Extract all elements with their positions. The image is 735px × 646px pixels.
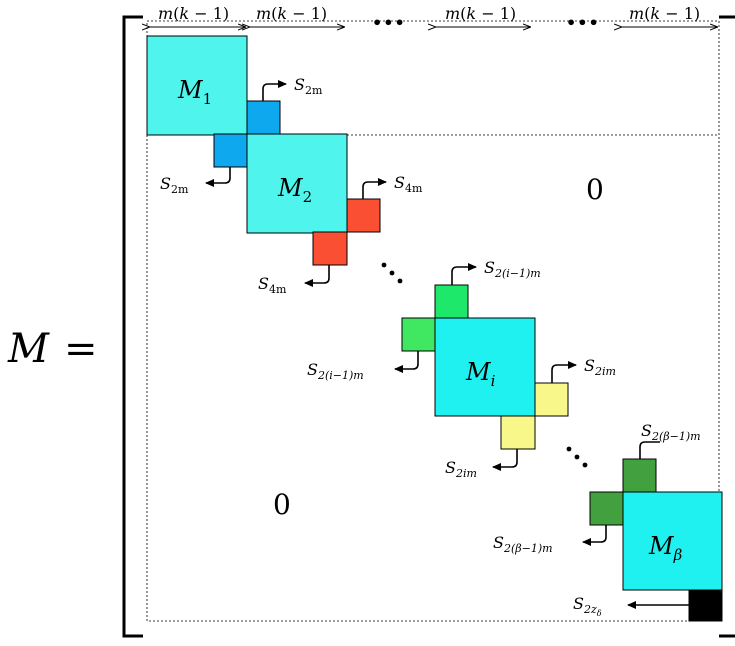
label-s2b1-top: S2(β−1)m (641, 421, 701, 443)
diagonal-ellipsis (566, 446, 588, 468)
block-mi (434, 317, 536, 417)
column-ellipsis: ••• (372, 13, 406, 32)
matrix-name: M (7, 326, 50, 372)
column-width-label: m(k − 1) (445, 4, 516, 23)
label-s2m-bottom: S2m (160, 174, 189, 196)
block-m1 (146, 35, 248, 136)
block-mi-label: Mi (465, 358, 496, 390)
separator-s4m-right (346, 198, 381, 233)
label-s2i1-bottom: S2(i−1)m (307, 360, 364, 382)
separator-s2m-below (213, 133, 248, 168)
block-mbeta-label: Mβ (648, 532, 683, 564)
separator-arrows (205, 80, 689, 609)
block-m2-label: M2 (277, 174, 312, 206)
label-s2i1-top: S2(i−1)m (484, 258, 541, 280)
zero-lower: 0 (273, 488, 291, 521)
label-s2b1-bottom: S2(β−1)m (493, 533, 553, 555)
column-width-label: m(k − 1) (629, 4, 700, 23)
column-width-label: m(k − 1) (256, 4, 327, 23)
label-s4m-bottom: S4m (258, 274, 287, 296)
column-ellipsis: ••• (566, 13, 600, 32)
label-s2im-top: S2im (584, 356, 616, 378)
block-m1-label: M1 (177, 76, 212, 108)
separator-s2im-below (500, 415, 536, 450)
label-s2im-bottom: S2im (445, 458, 477, 480)
separator-s2im-right (534, 382, 569, 417)
diagonal-ellipsis (381, 262, 403, 284)
block-m2 (246, 133, 348, 234)
separator-s2z (688, 589, 723, 622)
matrix-border (146, 20, 720, 622)
separator-s2b1-above (622, 458, 657, 493)
label-s2m-top: S2m (294, 75, 323, 97)
block-mbeta (622, 491, 723, 591)
separator-s2b1-left (589, 491, 624, 526)
zero-upper: 0 (586, 173, 604, 206)
column-width-label: m(k − 1) (158, 4, 229, 23)
equals-sign: = (64, 326, 98, 372)
separator-s4m-below (312, 231, 348, 266)
left-bracket (122, 15, 143, 638)
separator-s2i1-left (401, 317, 436, 352)
separator-s2m-right (246, 100, 281, 135)
right-bracket (719, 15, 735, 638)
label-s2z: S2zδ (573, 594, 602, 618)
label-s4m-top: S4m (394, 173, 423, 195)
separator-s2i1-above (434, 284, 469, 319)
